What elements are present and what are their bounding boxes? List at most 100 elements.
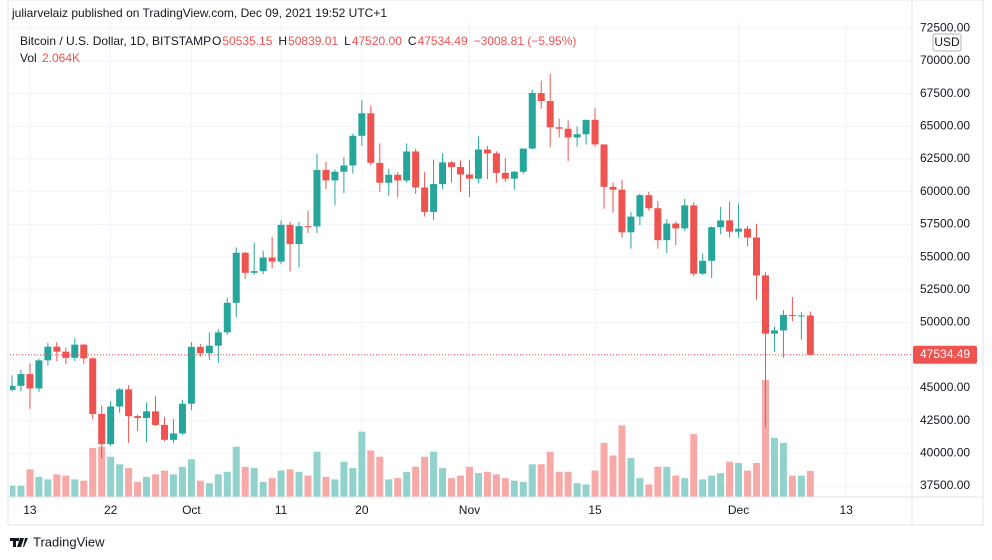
candle-body (501, 172, 509, 179)
volume-bar (152, 474, 160, 497)
candle-body (322, 169, 330, 181)
volume-bar (187, 459, 195, 497)
y-tick-label: 70000.00 (920, 53, 970, 67)
volume-bar (340, 461, 348, 497)
candle-body (474, 149, 482, 179)
volume-bar (430, 451, 438, 497)
candle-body (232, 252, 240, 303)
volume-bar (448, 478, 456, 497)
candle-body (681, 205, 689, 229)
volume-bar (439, 468, 447, 497)
candle-body (519, 148, 527, 172)
volume-bar (232, 446, 240, 497)
volume-bar (600, 442, 608, 497)
candle-body (53, 346, 61, 352)
candle-body (134, 416, 142, 418)
candle-body (636, 195, 644, 217)
candle-body (17, 374, 25, 386)
candle-body (788, 314, 796, 316)
volume-bar (519, 481, 527, 497)
volume-bar (385, 479, 393, 497)
candle-body (564, 128, 572, 138)
volume-bar (663, 466, 671, 497)
candle-body (89, 358, 97, 414)
volume-bar (421, 456, 429, 497)
volume-bar (250, 468, 258, 497)
candle-body (510, 171, 518, 179)
volume-bar (26, 469, 34, 497)
candle-body (573, 134, 581, 138)
volume-bar (331, 479, 339, 497)
candle-body (152, 411, 160, 425)
candle-body (537, 93, 545, 102)
ohlc-value: 47534.49 (418, 34, 468, 48)
volume-bar (537, 464, 545, 497)
volume-bar (546, 451, 554, 497)
candle-body (394, 174, 402, 181)
candle-body (80, 344, 88, 359)
ohlc-name: H (278, 34, 287, 48)
candle-body (430, 184, 438, 212)
x-tick-label: 15 (588, 503, 602, 517)
candle-body (286, 224, 294, 245)
volume-bar (564, 471, 572, 497)
candle-body (555, 127, 563, 129)
candle-body (421, 187, 429, 212)
candle-body (663, 223, 671, 241)
x-tick-label: 13 (840, 503, 854, 517)
volume-bar (241, 466, 249, 497)
volume-bar (322, 476, 330, 497)
volume-bar (681, 478, 689, 497)
ohlc-name: C (408, 34, 417, 48)
candle-body (62, 351, 70, 358)
volume-bar (277, 470, 285, 497)
candle-body (367, 113, 375, 163)
volume-bar (591, 470, 599, 497)
volume-bar (196, 480, 204, 497)
candle-body (349, 135, 357, 166)
candle-body (143, 411, 151, 418)
volume-bar (510, 480, 518, 497)
volume-value: 2.064K (42, 51, 80, 65)
candle-body (528, 93, 536, 149)
candle-body (313, 169, 321, 227)
volume-bar (609, 455, 617, 497)
volume-bar (44, 479, 52, 497)
candle-body (358, 113, 366, 136)
candle-body (214, 332, 222, 346)
volume-bar (169, 474, 177, 497)
volume-bar (645, 484, 653, 497)
x-tick-label: 20 (355, 503, 369, 517)
candle-body (116, 389, 124, 407)
candle-body (196, 346, 204, 354)
candle-body (779, 314, 787, 331)
ohlc-value: 47520.00 (352, 34, 402, 48)
candle-body (241, 252, 249, 273)
ohlc-value: 50535.15 (222, 34, 272, 48)
volume-bar (53, 474, 61, 497)
candle-body (340, 165, 348, 172)
volume-bar (654, 466, 662, 497)
candle-body (295, 226, 303, 245)
candle-body (403, 151, 411, 181)
y-tick-label: 52500.00 (920, 282, 970, 296)
volume-name: Vol (20, 51, 37, 65)
ohlc-name: O (212, 34, 221, 48)
x-tick-label: Nov (459, 503, 480, 517)
volume-bar (761, 380, 769, 497)
candle-body (457, 167, 464, 175)
candle-body (600, 144, 608, 187)
volume-bar (699, 479, 707, 497)
volume-bar (143, 476, 151, 497)
volume-bar (528, 464, 536, 497)
volume-bar (376, 456, 384, 497)
candle-body (618, 189, 626, 233)
candle-body (609, 186, 617, 190)
footer-brand: TradingView (33, 534, 105, 549)
candle-body (71, 344, 79, 358)
volume-bar (636, 478, 644, 497)
candle-body (448, 162, 456, 168)
volume-bar (708, 475, 716, 497)
y-tick-label: 67500.00 (920, 86, 970, 100)
